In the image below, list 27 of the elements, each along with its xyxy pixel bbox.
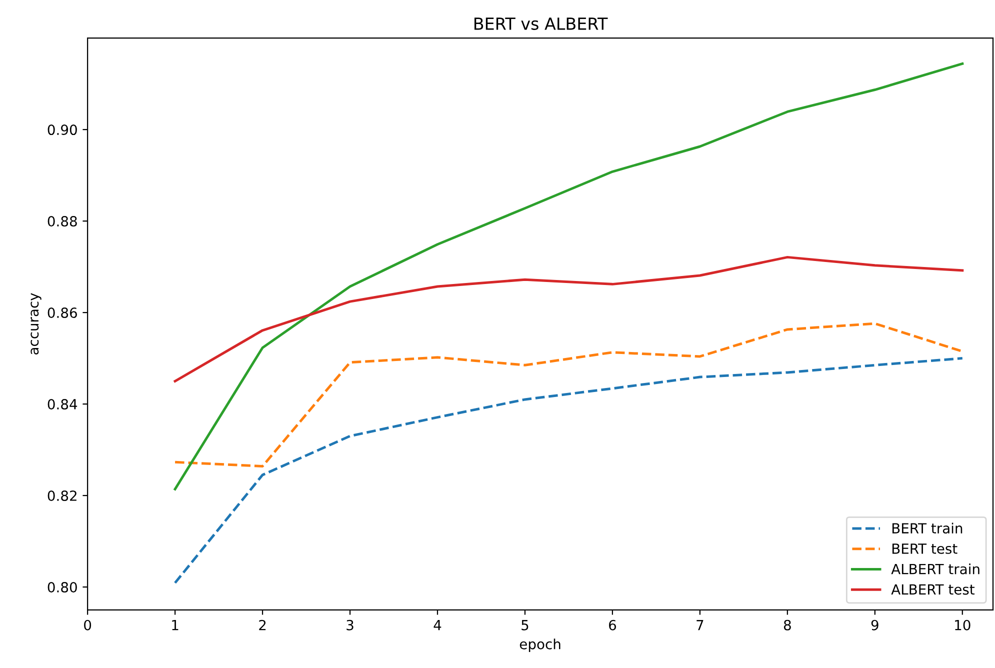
x-tick-label: 1 xyxy=(172,620,178,630)
line-series xyxy=(174,322,964,468)
x-tick-label: 6 xyxy=(609,620,616,630)
x-tick-label: 10 xyxy=(955,620,970,630)
x-tick-label: 0 xyxy=(84,620,92,630)
y-tick-label: 0.84 xyxy=(48,399,78,410)
y-tick-label: 0.80 xyxy=(48,582,77,592)
x-tick-label: 5 xyxy=(522,620,528,630)
x-tick-label: 3 xyxy=(346,620,354,630)
y-tick-label: 0.88 xyxy=(48,216,77,227)
legend-label: ALBERT train xyxy=(891,564,980,574)
line-series xyxy=(174,62,964,490)
x-tick-label: 8 xyxy=(784,620,791,630)
legend-label: BERT test xyxy=(892,544,958,554)
line-series xyxy=(174,256,964,382)
chart-title: BERT vs ALBERT xyxy=(474,18,608,30)
legend-label: BERT train xyxy=(892,522,962,534)
y-tick-label: 0.86 xyxy=(48,308,77,318)
y-tick-label: 0.90 xyxy=(48,124,77,136)
x-axis-title: epoch xyxy=(520,638,560,652)
x-tick-label: 7 xyxy=(696,620,704,630)
x-tick-label: 4 xyxy=(434,620,442,630)
legend-label: ALBERT test xyxy=(891,584,975,595)
y-tick-label: 0.82 xyxy=(48,490,76,501)
x-tick-label: 2 xyxy=(259,620,266,630)
y-axis-title: accuracy xyxy=(30,293,42,354)
x-tick-label: 9 xyxy=(871,620,878,630)
